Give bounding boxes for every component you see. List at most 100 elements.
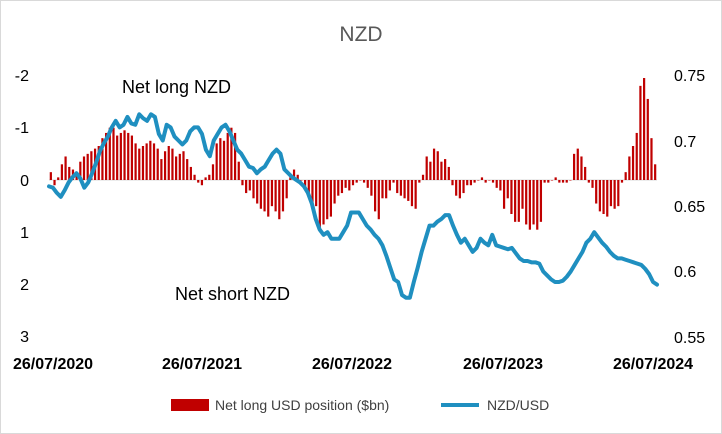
bar	[620, 180, 624, 183]
bar	[370, 180, 373, 196]
bar	[396, 180, 399, 194]
bar	[595, 180, 598, 204]
nzdusd-line	[47, 112, 659, 300]
bar	[348, 180, 351, 191]
bar	[355, 180, 358, 183]
bar	[296, 174, 299, 180]
bar	[617, 180, 620, 207]
bar	[374, 180, 377, 212]
bar	[105, 132, 108, 180]
bar	[97, 146, 100, 180]
bar	[289, 177, 292, 180]
bar	[145, 143, 148, 180]
bar	[432, 148, 436, 180]
bar	[521, 180, 524, 209]
bar	[362, 180, 366, 183]
bar	[340, 180, 344, 194]
bar	[263, 180, 266, 212]
bar	[351, 180, 355, 186]
bar	[307, 180, 310, 194]
bar	[68, 166, 71, 180]
bar	[141, 146, 145, 180]
bar	[643, 78, 646, 180]
bar	[377, 180, 380, 220]
bar	[388, 180, 391, 191]
bar	[414, 180, 417, 209]
left-tick-label: -1	[15, 120, 29, 137]
bar	[344, 180, 347, 188]
bar	[528, 180, 531, 230]
bar	[635, 132, 638, 180]
left-tick-label: -2	[15, 68, 29, 85]
legend-label-bars: Net long USD position ($bn)	[215, 397, 389, 413]
bar	[222, 140, 226, 180]
bar	[429, 161, 432, 180]
bar	[447, 166, 450, 180]
bar	[469, 180, 473, 186]
x-tick-label: 26/07/2021	[162, 356, 242, 373]
bar	[484, 180, 487, 183]
right-axis: 0.75 0.7 0.65 0.6 0.55	[674, 68, 705, 347]
bar	[86, 153, 89, 180]
bar	[274, 180, 277, 212]
bar	[138, 148, 141, 180]
bar	[49, 172, 52, 180]
bar	[561, 180, 565, 183]
bar	[60, 164, 63, 180]
bar	[532, 180, 535, 225]
bar	[366, 180, 369, 188]
bar	[628, 156, 631, 180]
bar	[602, 180, 605, 214]
bar	[436, 151, 439, 180]
bar	[410, 180, 414, 207]
bar	[108, 127, 111, 180]
bar	[149, 140, 152, 180]
left-tick-label: 3	[20, 329, 29, 346]
bar	[127, 132, 130, 180]
x-tick-label: 26/07/2022	[312, 356, 392, 373]
bar	[440, 161, 443, 180]
bar	[134, 143, 137, 180]
bar	[152, 143, 156, 180]
legend-swatch-bars	[171, 399, 209, 411]
bar	[281, 180, 285, 212]
bar	[204, 177, 207, 180]
bar	[285, 180, 288, 199]
bar	[182, 151, 185, 180]
bar	[418, 180, 421, 183]
bar	[156, 148, 159, 180]
bar	[458, 180, 461, 199]
bar	[119, 132, 122, 180]
bar	[510, 180, 513, 214]
annotation-net-long: Net long NZD	[122, 77, 231, 97]
bar	[606, 180, 609, 217]
right-tick-label: 0.75	[674, 68, 705, 85]
bar	[116, 135, 119, 180]
bar	[233, 132, 237, 180]
bar	[318, 180, 321, 230]
bar	[480, 177, 484, 180]
x-axis: 26/07/2020 26/07/2021 26/07/2022 26/07/2…	[13, 356, 693, 373]
bar	[167, 146, 170, 180]
bar	[654, 164, 657, 180]
bar	[587, 180, 590, 183]
bar	[554, 177, 557, 180]
legend-label-line: NZD/USD	[487, 397, 549, 413]
bar	[584, 166, 587, 180]
bar	[539, 180, 543, 222]
bar	[208, 174, 211, 180]
bar	[455, 180, 458, 196]
bar	[576, 148, 579, 180]
bar	[300, 180, 303, 181]
bar	[57, 177, 60, 180]
bar	[506, 180, 509, 199]
bar	[491, 180, 495, 183]
bar-series	[49, 78, 657, 230]
bar	[598, 180, 601, 212]
right-tick-label: 0.7	[674, 134, 696, 151]
bar	[392, 180, 395, 183]
legend: Net long USD position ($bn) NZD/USD	[171, 397, 549, 413]
bar	[650, 138, 653, 180]
bar	[64, 156, 67, 180]
